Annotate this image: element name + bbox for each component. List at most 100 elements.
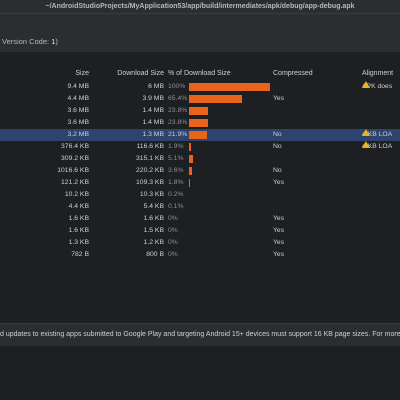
row-download-size: 1.3 MB (142, 131, 164, 138)
row-pct-download: 21.9% (168, 131, 188, 138)
version-code-suffix: ) (55, 37, 58, 46)
warning-icon (362, 141, 370, 148)
row-pct-download: 3.6% (168, 167, 184, 174)
row-pct-download: 5.1% (168, 155, 184, 162)
row-pct-download: 0% (168, 239, 178, 246)
warning-icon (362, 129, 370, 136)
row-size: 3.6 MB (67, 107, 89, 114)
row-download-size: 5.4 KB (143, 203, 164, 210)
row-size: 309.2 KB (61, 155, 89, 162)
row-alignment: 4 KB LOA (362, 141, 392, 153)
details-panel (0, 346, 400, 400)
row-size: 3.2 MB (67, 131, 89, 138)
row-pct-download: 100% (168, 83, 186, 90)
row-size: 121.2 KB (61, 179, 89, 186)
row-size: 3.6 MB (67, 119, 89, 126)
row-size: 9.4 MB (67, 83, 89, 90)
column-header-alignment[interactable]: Alignment (362, 70, 394, 77)
table-row[interactable]: 309.2 KB 315.1 KB 5.1% (0, 153, 400, 165)
row-pct-download: 1.9% (168, 143, 184, 150)
download-size-bar (189, 107, 208, 115)
table-row[interactable]: 1016.6 KB 220.2 KB 3.6% No (0, 165, 400, 177)
row-pct-download: 23.8% (168, 107, 188, 114)
row-download-size: 3.9 MB (142, 95, 164, 102)
row-download-size: 315.1 KB (136, 155, 164, 162)
row-size: 1016.6 KB (57, 167, 89, 174)
row-alignment-text: APK does (362, 83, 393, 90)
table-header: Size Download Size % of Download Size Co… (0, 67, 400, 81)
table-row[interactable]: 4.4 MB 3.9 MB 65.4% Yes (0, 93, 400, 105)
table-row[interactable]: 1.6 KB 1.5 KB 0% Yes (0, 225, 400, 237)
row-download-size: 800 B (146, 251, 164, 258)
row-alignment-text: 4 KB LOA (362, 143, 393, 150)
separator (0, 52, 400, 68)
row-pct-download: 0% (168, 215, 178, 222)
row-alignment: APK does (362, 81, 392, 93)
row-download-size: 1.2 KB (143, 239, 164, 246)
download-size-bar (189, 119, 208, 127)
row-download-size: 1.4 MB (142, 119, 164, 126)
row-size: 376.4 KB (61, 143, 89, 150)
download-size-bar (189, 179, 190, 187)
download-size-bar (189, 83, 270, 91)
row-size: 4.4 KB (68, 203, 89, 210)
row-pct-download: 23.8% (168, 119, 188, 126)
column-header-compressed[interactable]: Compressed (273, 70, 313, 77)
row-compressed: No (273, 167, 282, 174)
table-row[interactable]: 3.2 MB 1.3 MB 21.9% No 4 KB LOA (0, 129, 400, 141)
row-size: 4.4 MB (67, 95, 89, 102)
warning-icon (362, 81, 370, 88)
table-row[interactable]: 1.6 KB 1.6 KB 0% Yes (0, 213, 400, 225)
row-pct-download: 0.2% (168, 191, 184, 198)
row-download-size: 10.3 KB (139, 191, 164, 198)
version-code-label: Version Code: (2, 37, 50, 46)
row-alignment-text: 4 KB LOA (362, 131, 393, 138)
version-bar: Version Code: 1) (0, 32, 400, 52)
row-compressed: No (273, 143, 282, 150)
table-row[interactable]: 3.6 MB 1.4 MB 23.8% (0, 105, 400, 117)
version-code-value: 1 (51, 37, 56, 46)
divider (0, 323, 400, 324)
apk-contents-table: 9.4 MB 6 MB 100% APK does 4.4 MB 3.9 MB 65.4% Y… (0, 81, 400, 261)
row-compressed: Yes (273, 251, 285, 258)
row-size: 1.6 KB (68, 227, 89, 234)
table-row[interactable]: 376.4 KB 116.6 KB 1.9% No 4 KB LOA (0, 141, 400, 153)
row-compressed: Yes (273, 179, 285, 186)
row-compressed: Yes (273, 227, 285, 234)
column-header-size[interactable]: Size (75, 70, 89, 77)
table-row[interactable]: 782 B 800 B 0% Yes (0, 249, 400, 261)
row-compressed: Yes (273, 95, 285, 102)
row-download-size: 1.6 KB (143, 215, 164, 222)
table-row[interactable]: 4.4 KB 5.4 KB 0.1% (0, 201, 400, 213)
row-size: 782 B (71, 251, 89, 258)
row-download-size: 116.6 KB (136, 143, 164, 150)
download-size-bar (189, 155, 193, 163)
table-row[interactable]: 9.4 MB 6 MB 100% APK does (0, 81, 400, 93)
column-header-pct-download[interactable]: % of Download Size (168, 70, 231, 77)
column-header-download-size[interactable]: Download Size (117, 70, 164, 77)
download-size-bar (189, 143, 191, 151)
row-download-size: 220.2 KB (136, 167, 164, 174)
row-pct-download: 65.4% (168, 95, 188, 102)
window-title: ~/AndroidStudioProjects/MyApplication53/… (0, 0, 400, 14)
row-pct-download: 0% (168, 251, 178, 258)
table-row[interactable]: 121.2 KB 109.3 KB 1.8% Yes (0, 177, 400, 189)
row-download-size: 6 MB (148, 83, 164, 90)
row-download-size: 1.4 MB (142, 107, 164, 114)
row-size: 1.3 KB (68, 239, 89, 246)
table-row[interactable]: 3.6 MB 1.4 MB 23.8% (0, 117, 400, 129)
row-size: 10.2 KB (64, 191, 89, 198)
info-message: d updates to existing apps submitted to … (0, 324, 400, 346)
row-compressed: No (273, 131, 282, 138)
table-row[interactable]: 10.2 KB 10.3 KB 0.2% (0, 189, 400, 201)
row-download-size: 109.3 KB (136, 179, 164, 186)
row-compressed: Yes (273, 215, 285, 222)
row-pct-download: 0.1% (168, 203, 184, 210)
download-size-bar (189, 131, 207, 139)
row-pct-download: 1.8% (168, 179, 184, 186)
download-size-bar (189, 95, 242, 103)
table-row[interactable]: 1.3 KB 1.2 KB 0% Yes (0, 237, 400, 249)
row-size: 1.6 KB (68, 215, 89, 222)
toolbar (0, 14, 400, 32)
row-pct-download: 0% (168, 227, 178, 234)
